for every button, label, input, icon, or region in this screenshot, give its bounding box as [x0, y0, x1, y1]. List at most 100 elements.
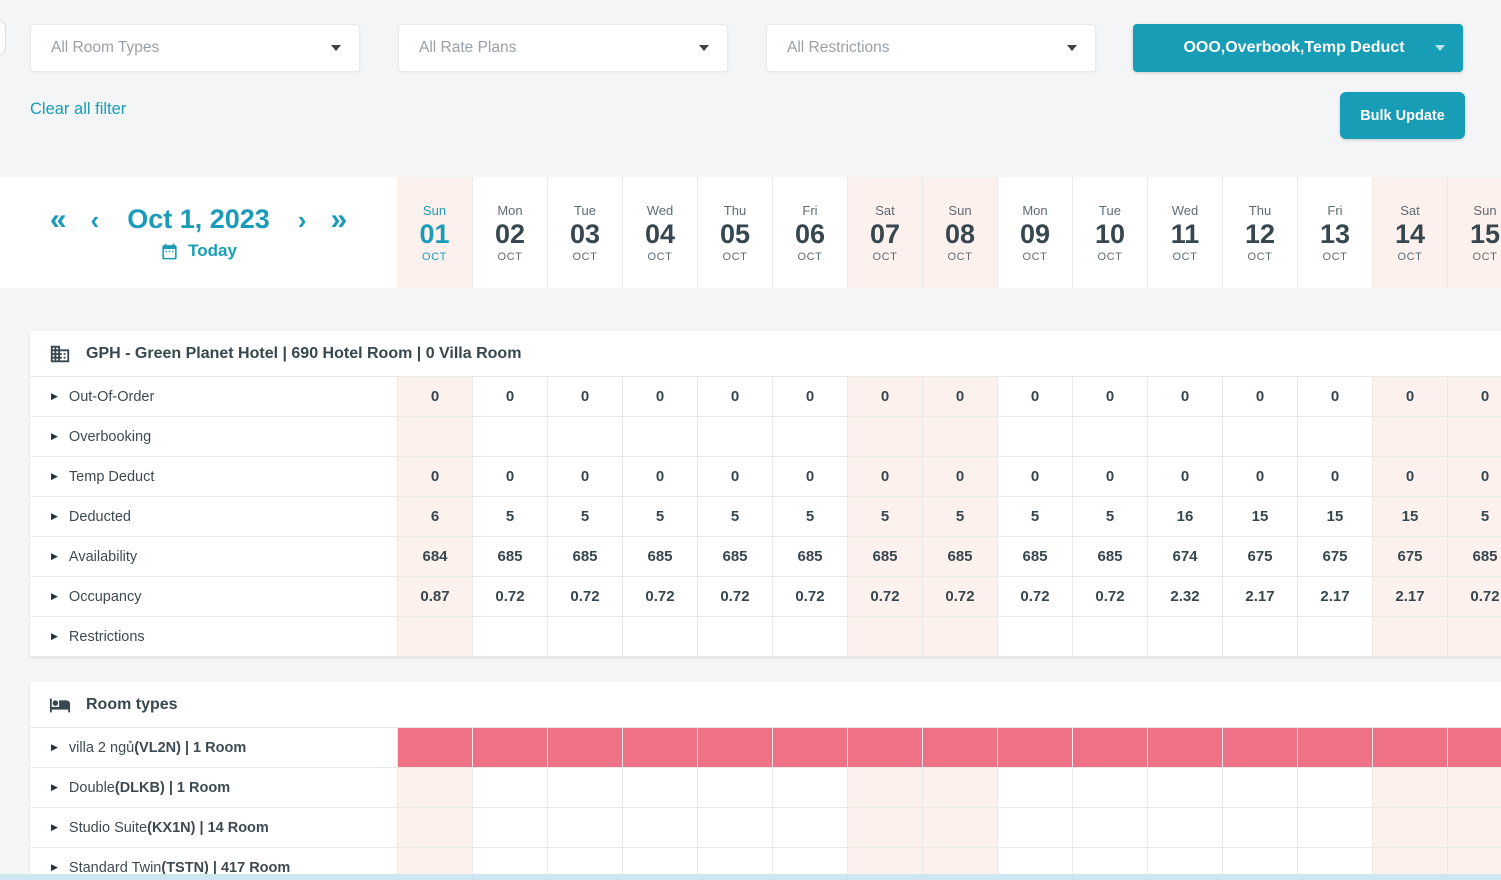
today-button[interactable]: Today — [160, 241, 237, 261]
data-cell-occupancy-08[interactable]: 0.72 — [922, 577, 997, 616]
day-header-thu-12[interactable]: Thu 12 OCT — [1222, 177, 1297, 288]
room-availability-cell-studio-suite-01[interactable] — [397, 808, 472, 847]
data-cell-deducted-01[interactable]: 6 — [397, 497, 472, 536]
room-availability-cell-studio-suite-14[interactable] — [1372, 808, 1447, 847]
backward-button[interactable]: ‹ — [90, 204, 100, 235]
data-cell-deducted-02[interactable]: 5 — [472, 497, 547, 536]
fast-backward-button[interactable]: « — [49, 202, 67, 236]
data-cell-restrictions-14[interactable] — [1372, 617, 1447, 656]
room-type-label-cell-villa-2-ng[interactable]: ▶ villa 2 ngủ(VL2N) | 1 Room — [30, 728, 397, 767]
room-availability-cell-villa-2-ng-14[interactable] — [1372, 728, 1447, 767]
data-cell-temp-deduct-08[interactable]: 0 — [922, 457, 997, 496]
data-cell-temp-deduct-06[interactable]: 0 — [772, 457, 847, 496]
data-cell-deducted-14[interactable]: 15 — [1372, 497, 1447, 536]
data-cell-restrictions-12[interactable] — [1222, 617, 1297, 656]
data-cell-out-of-order-02[interactable]: 0 — [472, 377, 547, 416]
data-cell-temp-deduct-12[interactable]: 0 — [1222, 457, 1297, 496]
room-availability-cell-studio-suite-12[interactable] — [1222, 808, 1297, 847]
data-cell-temp-deduct-01[interactable]: 0 — [397, 457, 472, 496]
day-header-fri-06[interactable]: Fri 06 OCT — [772, 177, 847, 288]
data-cell-out-of-order-10[interactable]: 0 — [1072, 377, 1147, 416]
data-cell-restrictions-03[interactable] — [547, 617, 622, 656]
data-cell-deducted-04[interactable]: 5 — [622, 497, 697, 536]
day-header-mon-09[interactable]: Mon 09 OCT — [997, 177, 1072, 288]
data-cell-occupancy-04[interactable]: 0.72 — [622, 577, 697, 616]
data-cell-availability-03[interactable]: 685 — [547, 537, 622, 576]
day-header-sun-08[interactable]: Sun 08 OCT — [922, 177, 997, 288]
data-cell-occupancy-03[interactable]: 0.72 — [547, 577, 622, 616]
room-availability-cell-double-02[interactable] — [472, 768, 547, 807]
data-cell-temp-deduct-07[interactable]: 0 — [847, 457, 922, 496]
data-cell-temp-deduct-13[interactable]: 0 — [1297, 457, 1372, 496]
room-types-filter[interactable]: All Room Types — [30, 24, 360, 72]
data-cell-overbooking-10[interactable] — [1072, 417, 1147, 456]
restrictions-filter[interactable]: All Restrictions — [766, 24, 1096, 72]
data-cell-restrictions-11[interactable] — [1147, 617, 1222, 656]
room-availability-cell-villa-2-ng-15[interactable] — [1447, 728, 1501, 767]
room-availability-cell-double-03[interactable] — [547, 768, 622, 807]
data-cell-occupancy-06[interactable]: 0.72 — [772, 577, 847, 616]
data-cell-out-of-order-04[interactable]: 0 — [622, 377, 697, 416]
data-cell-out-of-order-08[interactable]: 0 — [922, 377, 997, 416]
day-header-wed-11[interactable]: Wed 11 OCT — [1147, 177, 1222, 288]
data-cell-temp-deduct-11[interactable]: 0 — [1147, 457, 1222, 496]
data-cell-overbooking-13[interactable] — [1297, 417, 1372, 456]
room-availability-cell-double-13[interactable] — [1297, 768, 1372, 807]
data-cell-out-of-order-13[interactable]: 0 — [1297, 377, 1372, 416]
row-label-cell-overbooking[interactable]: ▶ Overbooking — [30, 417, 397, 456]
data-cell-deducted-09[interactable]: 5 — [997, 497, 1072, 536]
data-cell-temp-deduct-15[interactable]: 0 — [1447, 457, 1501, 496]
data-cell-temp-deduct-03[interactable]: 0 — [547, 457, 622, 496]
data-cell-occupancy-11[interactable]: 2.32 — [1147, 577, 1222, 616]
room-type-label-cell-studio-suite[interactable]: ▶ Studio Suite(KX1N) | 14 Room — [30, 808, 397, 847]
data-cell-deducted-15[interactable]: 5 — [1447, 497, 1501, 536]
data-cell-restrictions-10[interactable] — [1072, 617, 1147, 656]
data-cell-availability-11[interactable]: 674 — [1147, 537, 1222, 576]
data-cell-availability-09[interactable]: 685 — [997, 537, 1072, 576]
clear-all-filter-link[interactable]: Clear all filter — [30, 100, 127, 118]
data-cell-occupancy-01[interactable]: 0.87 — [397, 577, 472, 616]
forward-button[interactable]: › — [297, 204, 307, 235]
room-availability-cell-studio-suite-10[interactable] — [1072, 808, 1147, 847]
data-cell-restrictions-06[interactable] — [772, 617, 847, 656]
data-cell-out-of-order-01[interactable]: 0 — [397, 377, 472, 416]
data-cell-overbooking-01[interactable] — [397, 417, 472, 456]
room-availability-cell-villa-2-ng-12[interactable] — [1222, 728, 1297, 767]
data-cell-restrictions-15[interactable] — [1447, 617, 1501, 656]
room-availability-cell-double-10[interactable] — [1072, 768, 1147, 807]
data-cell-deducted-07[interactable]: 5 — [847, 497, 922, 536]
room-availability-cell-villa-2-ng-07[interactable] — [847, 728, 922, 767]
data-cell-temp-deduct-05[interactable]: 0 — [697, 457, 772, 496]
room-availability-cell-studio-suite-05[interactable] — [697, 808, 772, 847]
data-cell-deducted-13[interactable]: 15 — [1297, 497, 1372, 536]
fast-forward-button[interactable]: » — [330, 202, 348, 236]
room-availability-cell-double-05[interactable] — [697, 768, 772, 807]
data-cell-restrictions-07[interactable] — [847, 617, 922, 656]
day-header-tue-10[interactable]: Tue 10 OCT — [1072, 177, 1147, 288]
room-availability-cell-double-09[interactable] — [997, 768, 1072, 807]
room-availability-cell-villa-2-ng-09[interactable] — [997, 728, 1072, 767]
row-label-cell-availability[interactable]: ▶ Availability — [30, 537, 397, 576]
room-availability-cell-studio-suite-03[interactable] — [547, 808, 622, 847]
data-cell-overbooking-09[interactable] — [997, 417, 1072, 456]
data-cell-availability-13[interactable]: 675 — [1297, 537, 1372, 576]
room-availability-cell-villa-2-ng-10[interactable] — [1072, 728, 1147, 767]
data-cell-occupancy-10[interactable]: 0.72 — [1072, 577, 1147, 616]
row-label-cell-occupancy[interactable]: ▶ Occupancy — [30, 577, 397, 616]
room-availability-cell-double-06[interactable] — [772, 768, 847, 807]
day-header-mon-02[interactable]: Mon 02 OCT — [472, 177, 547, 288]
data-cell-occupancy-05[interactable]: 0.72 — [697, 577, 772, 616]
data-cell-availability-14[interactable]: 675 — [1372, 537, 1447, 576]
data-cell-temp-deduct-09[interactable]: 0 — [997, 457, 1072, 496]
room-availability-cell-studio-suite-06[interactable] — [772, 808, 847, 847]
data-cell-overbooking-15[interactable] — [1447, 417, 1501, 456]
day-header-fri-13[interactable]: Fri 13 OCT — [1297, 177, 1372, 288]
room-availability-cell-studio-suite-04[interactable] — [622, 808, 697, 847]
data-cell-availability-02[interactable]: 685 — [472, 537, 547, 576]
room-availability-cell-villa-2-ng-01[interactable] — [397, 728, 472, 767]
room-availability-cell-double-01[interactable] — [397, 768, 472, 807]
room-availability-cell-double-15[interactable] — [1447, 768, 1501, 807]
data-cell-availability-04[interactable]: 685 — [622, 537, 697, 576]
row-label-cell-out-of-order[interactable]: ▶ Out-Of-Order — [30, 377, 397, 416]
day-header-sun-15[interactable]: Sun 15 OCT — [1447, 177, 1501, 288]
